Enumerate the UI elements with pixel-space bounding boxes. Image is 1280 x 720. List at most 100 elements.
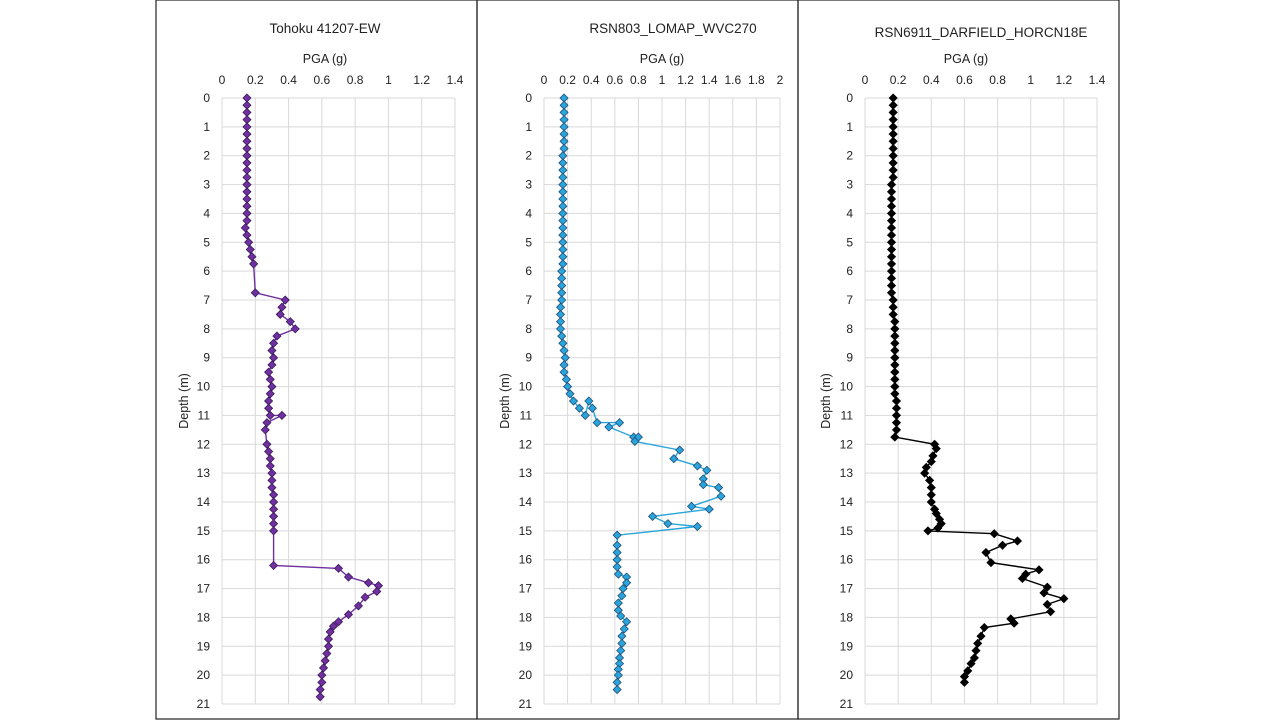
y-axis-title: Depth (m)	[819, 373, 833, 429]
data-point-marker	[343, 572, 354, 582]
y-tick-label: 12	[519, 437, 533, 451]
data-point-marker	[264, 367, 274, 377]
data-point-marker	[966, 659, 976, 669]
y-tick-label: 5	[846, 235, 853, 249]
y-tick-label: 4	[203, 206, 210, 220]
y-tick-label: 18	[519, 610, 533, 624]
x-axis-title: PGA (g)	[640, 52, 684, 66]
y-tick-label: 10	[197, 380, 211, 394]
data-point-marker	[663, 519, 673, 529]
x-tick-label: 1.6	[724, 73, 741, 87]
data-point-marker	[675, 445, 685, 455]
data-point-marker	[333, 617, 344, 627]
data-point-marker	[269, 353, 279, 363]
y-tick-label: 21	[197, 697, 211, 711]
x-tick-label: 0.2	[247, 73, 264, 87]
y-axis-title: Depth (m)	[498, 373, 512, 429]
data-point-marker	[698, 480, 708, 490]
data-point-marker	[647, 511, 658, 521]
data-point-marker	[265, 389, 275, 399]
data-point-marker	[1059, 594, 1069, 604]
y-tick-label: 9	[203, 351, 210, 365]
x-axis-title: PGA (g)	[303, 52, 347, 66]
data-point-marker	[1034, 565, 1044, 575]
data-point-marker	[559, 345, 569, 356]
data-point-marker	[360, 592, 370, 602]
data-point-marker	[692, 461, 702, 471]
y-tick-label: 1	[525, 120, 532, 134]
chart-tohoku: Tohoku 41207-EW PGA (g) Depth (m) 0 0.2 0.…	[177, 21, 464, 711]
x-tick-label: 1.4	[1089, 73, 1106, 87]
x-tick-label: 0.6	[314, 73, 331, 87]
y-tick-label: 4	[525, 206, 532, 220]
data-point-marker	[1042, 599, 1052, 610]
y-tick-label: 8	[525, 322, 532, 336]
y-tick-label: 0	[203, 91, 210, 105]
y-tick-label: 2	[203, 149, 210, 163]
data-point-marker	[612, 530, 622, 540]
data-point-marker	[617, 591, 627, 601]
data-point-marker	[604, 422, 614, 432]
x-tick-label: 1.2	[413, 73, 430, 87]
y-tick-label: 6	[846, 264, 853, 278]
y-tick-label: 10	[519, 380, 533, 394]
y-tick-label: 7	[525, 293, 532, 307]
data-point-marker	[333, 563, 344, 573]
data-point-marker	[933, 523, 943, 533]
y-tick-label: 0	[525, 91, 532, 105]
y-tick-label: 20	[840, 668, 854, 682]
x-tick-label: 1.4	[701, 73, 718, 87]
data-point-marker	[315, 692, 325, 702]
data-point-marker	[242, 216, 252, 226]
y-tick-label: 9	[525, 351, 532, 365]
y-tick-label: 18	[840, 610, 854, 624]
data-point-marker	[372, 586, 382, 597]
x-tick-label: 0.4	[923, 73, 940, 87]
y-tick-label: 14	[840, 495, 854, 509]
data-point-marker	[614, 418, 625, 428]
y-tick-label: 1	[846, 120, 853, 134]
y-tick-label: 11	[520, 408, 533, 422]
data-point-marker	[318, 663, 329, 673]
y-tick-label: 2	[525, 149, 532, 163]
data-point-marker	[622, 617, 632, 627]
y-tick-label: 20	[519, 668, 533, 682]
x-tick-label: 0.6	[606, 73, 623, 87]
y-tick-label: 21	[519, 697, 533, 711]
y-tick-label: 15	[840, 524, 854, 538]
data-point-marker	[959, 677, 969, 687]
data-point-marker	[714, 483, 724, 493]
x-tick-label: 0.2	[559, 73, 576, 87]
data-point-marker	[264, 403, 274, 413]
data-point-marker	[325, 627, 335, 637]
data-point-marker	[973, 638, 983, 648]
data-point-marker	[716, 491, 726, 501]
data-point-marker	[343, 609, 354, 620]
data-point-marker	[262, 418, 272, 428]
data-point-marker	[619, 624, 629, 634]
y-tick-label: 0	[846, 91, 853, 105]
data-point-marker	[923, 526, 933, 536]
data-point-marker	[559, 143, 569, 154]
data-point-marker	[265, 461, 275, 471]
data-point-marker	[1012, 536, 1023, 546]
y-tick-label: 8	[846, 322, 853, 336]
data-point-marker	[989, 529, 999, 539]
data-point-marker	[267, 360, 277, 370]
y-tick-label: 16	[840, 553, 854, 567]
data-point-marker	[275, 309, 285, 319]
data-point-marker	[1009, 618, 1019, 628]
x-tick-label: 0.8	[347, 73, 364, 87]
y-tick-label: 18	[197, 610, 211, 624]
y-tick-label: 2	[846, 149, 853, 163]
data-point-marker	[669, 454, 679, 464]
data-point-marker	[267, 382, 277, 392]
data-point-marker	[323, 641, 334, 651]
data-point-marker	[242, 230, 252, 240]
data-point-marker	[931, 444, 941, 454]
y-tick-label: 15	[519, 524, 533, 538]
data-point-marker	[1017, 573, 1027, 584]
data-point-marker	[559, 367, 569, 377]
